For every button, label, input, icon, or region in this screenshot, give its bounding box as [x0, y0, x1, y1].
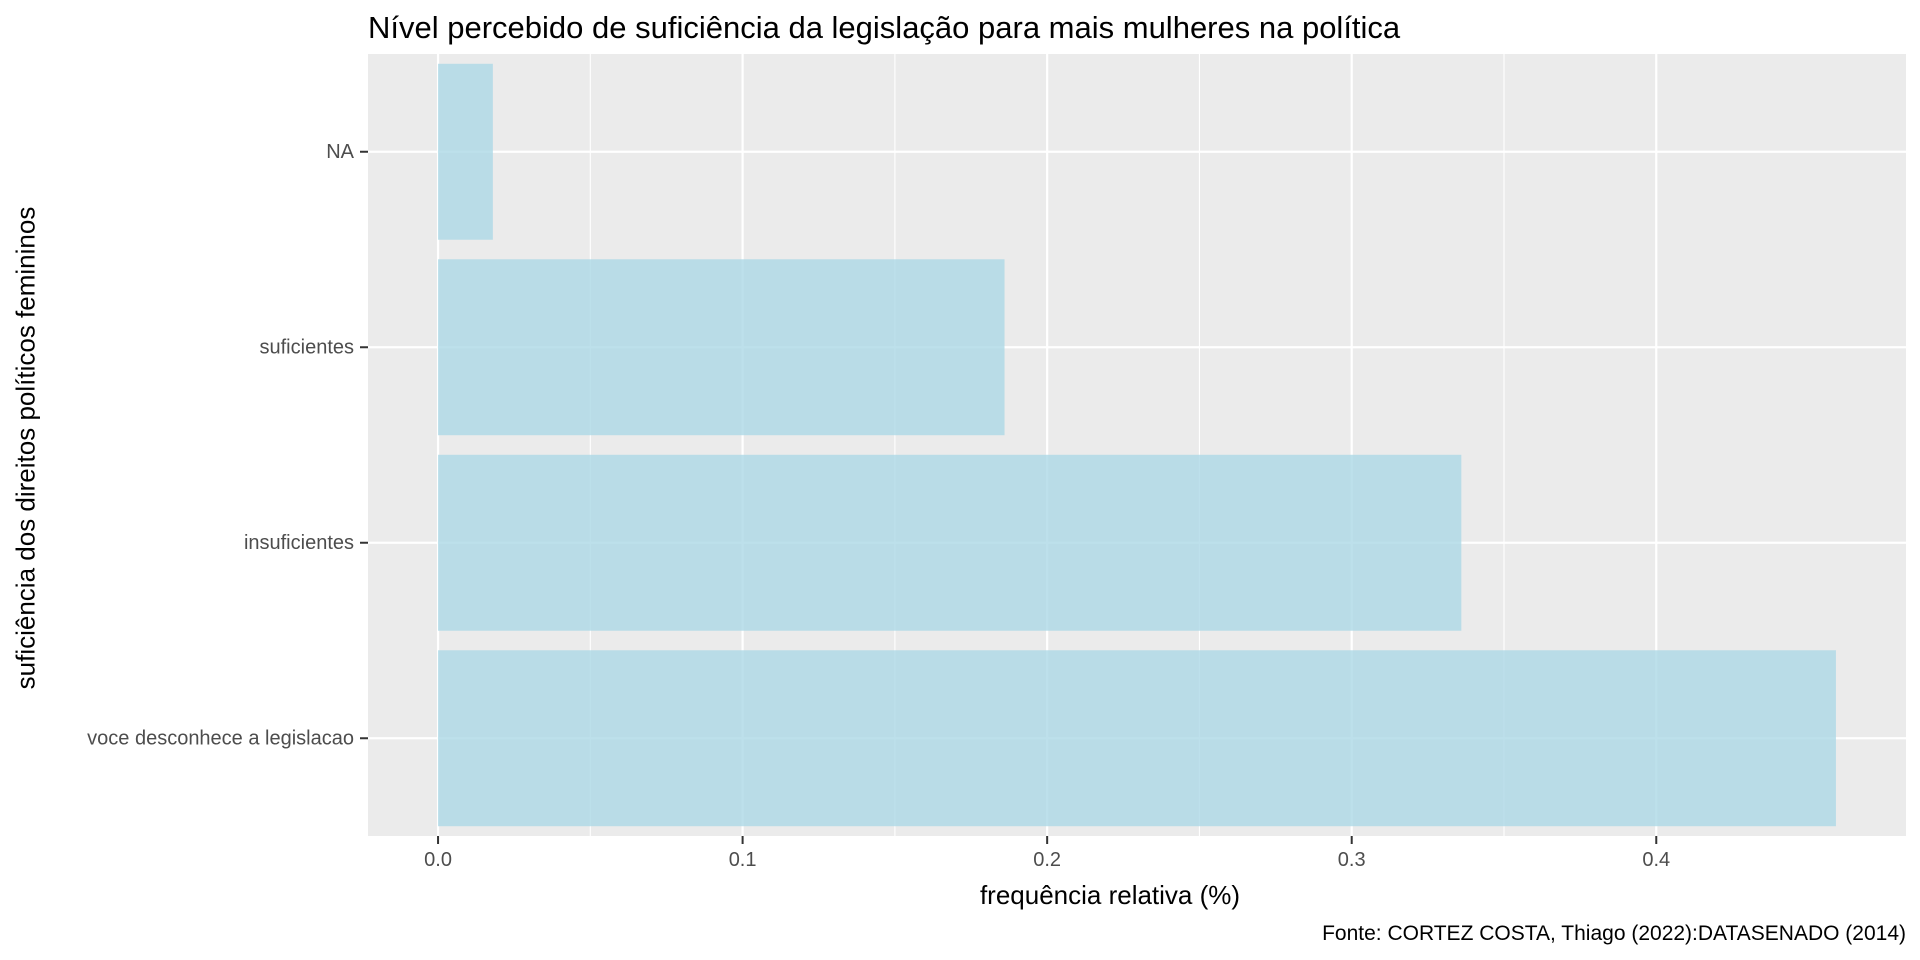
x-tick-label: 0.0 [424, 849, 452, 871]
bar [438, 63, 493, 240]
bar [438, 259, 1005, 436]
bar [438, 650, 1836, 827]
axes: voce desconhece a legislacao insuficiente… [87, 141, 1670, 871]
chart-title: Nível percebido de suficiência da legisl… [368, 10, 1401, 45]
y-tick-label: NA [326, 141, 354, 163]
x-tick-label: 0.2 [1033, 849, 1061, 871]
bar [438, 454, 1462, 631]
y-tick-label: insuficientes [244, 532, 354, 554]
y-tick-label: voce desconhece a legislacao [87, 727, 354, 749]
bars [438, 63, 1836, 827]
chart-caption: Fonte: CORTEZ COSTA, Thiago (2022):DATAS… [1322, 922, 1906, 945]
x-tick-label: 0.1 [729, 849, 757, 871]
y-tick-label: suficientes [260, 336, 355, 358]
x-tick-label: 0.3 [1338, 849, 1366, 871]
x-tick-label: 0.4 [1642, 849, 1670, 871]
x-axis-title: frequência relativa (%) [979, 880, 1241, 910]
